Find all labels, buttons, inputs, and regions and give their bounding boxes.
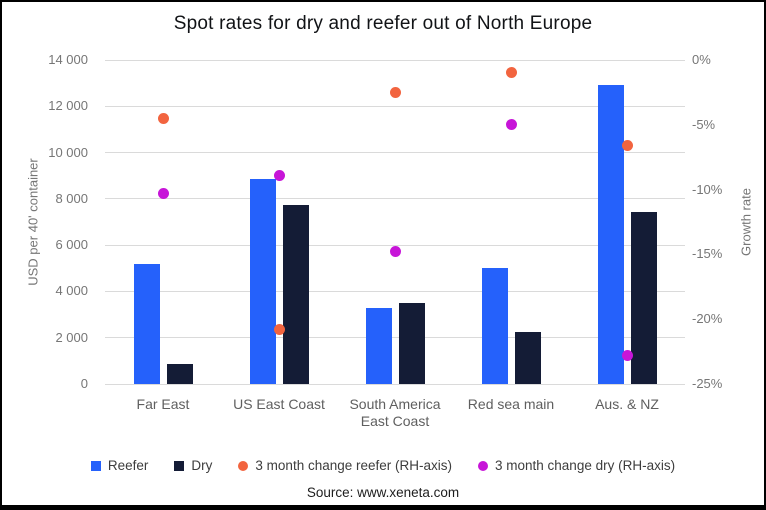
left-axis-tick-label: 14 000 <box>48 52 88 67</box>
left-axis-tick-label: 0 <box>80 376 88 391</box>
left-axis-title: USD per 40' container <box>25 158 41 286</box>
legend-item-dry: Dry <box>174 458 212 473</box>
dry-legend-marker <box>174 460 185 471</box>
x-axis-category-label: Aus. & NZ <box>595 396 659 412</box>
left-axis-tick-label: 12 000 <box>48 98 88 114</box>
source-note: Source: www.xeneta.com <box>306 485 460 500</box>
x-axis-category-label: South America East Coast <box>349 396 441 429</box>
x-axis-category-label: Red sea main <box>467 396 555 412</box>
3-month-change-reefer-rh-axis-dot <box>621 140 633 152</box>
legend-item-dry-change: 3 month change dry (RH-axis) <box>478 458 675 473</box>
3-month-change-dry-rh-axis-dot <box>389 246 401 258</box>
right-axis-tick-label: -5% <box>692 116 716 132</box>
left-axis-tick-label: 10 000 <box>48 144 88 160</box>
3-month-change-reefer-rh-axis-dot <box>273 324 285 336</box>
x-axis-category-label: US East Coast <box>233 396 325 412</box>
3-month-change-reefer-rh-axis-dot <box>389 86 401 98</box>
legend-item-reefer: Reefer <box>90 458 149 473</box>
plot-area <box>105 59 685 385</box>
reefer-bar <box>249 179 276 384</box>
dry-change-legend-marker <box>478 460 489 471</box>
dry-bar <box>398 303 425 384</box>
legend-label-reefer: Reefer <box>107 458 149 473</box>
dry-bar <box>630 211 657 384</box>
gridline <box>105 105 685 107</box>
3-month-change-dry-rh-axis-dot <box>505 119 517 131</box>
legend-label-dry-change: 3 month change dry (RH-axis) <box>495 458 676 473</box>
gridline <box>105 152 685 154</box>
legend: Reefer Dry 3 month change reefer (RH-axi… <box>2 458 764 473</box>
3-month-change-dry-rh-axis-dot <box>621 349 633 361</box>
chart-title: Spot rates for dry and reefer out of Nor… <box>173 13 593 34</box>
right-axis-tick-label: -20% <box>692 311 723 327</box>
legend-label-dry: Dry <box>191 458 213 473</box>
right-axis-title: Growth rate <box>738 188 754 256</box>
left-axis-tick-label: 2 000 <box>55 329 88 345</box>
gridline <box>105 198 685 200</box>
reefer-bar <box>365 307 392 384</box>
legend-item-reefer-change: 3 month change reefer (RH-axis) <box>238 458 452 473</box>
reefer-bar <box>481 268 508 384</box>
left-axis-tick-label: 6 000 <box>55 237 88 253</box>
reefer-bar <box>597 85 624 384</box>
reefer-bar <box>133 263 160 384</box>
legend-label-reefer-change: 3 month change reefer (RH-axis) <box>255 458 453 473</box>
left-axis-tick-label: 4 000 <box>55 283 88 299</box>
gridline <box>105 290 685 292</box>
right-axis-tick-label: -10% <box>692 181 723 197</box>
x-axis-category-label: Far East <box>136 396 190 412</box>
reefer-change-legend-marker <box>238 460 249 471</box>
dry-bar <box>166 364 193 384</box>
gridline <box>105 59 685 61</box>
3-month-change-reefer-rh-axis-dot <box>157 112 169 124</box>
left-axis-tick-label: 8 000 <box>55 190 88 206</box>
dry-bar <box>282 204 309 384</box>
right-axis-tick-label: -25% <box>692 376 723 391</box>
3-month-change-dry-rh-axis-dot <box>157 187 169 199</box>
right-axis-tick-label: -15% <box>692 246 723 262</box>
dry-bar <box>514 331 541 384</box>
gridline <box>105 383 685 385</box>
gridline <box>105 244 685 246</box>
reefer-legend-marker <box>90 460 101 471</box>
gridline <box>105 337 685 339</box>
3-month-change-dry-rh-axis-dot <box>273 169 285 181</box>
3-month-change-reefer-rh-axis-dot <box>505 67 517 79</box>
right-axis-tick-label: 0% <box>692 52 711 67</box>
